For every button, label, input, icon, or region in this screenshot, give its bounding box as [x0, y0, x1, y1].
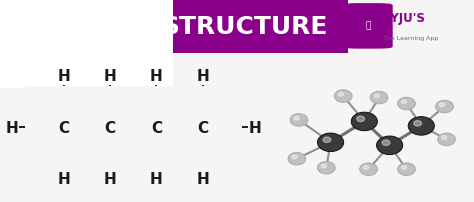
Text: C: C — [105, 120, 116, 135]
Circle shape — [294, 117, 299, 120]
FancyBboxPatch shape — [0, 0, 348, 54]
Text: H: H — [104, 69, 117, 84]
Text: H: H — [5, 120, 18, 135]
Text: H: H — [196, 69, 209, 84]
Circle shape — [398, 98, 415, 110]
Text: H: H — [104, 171, 117, 186]
Circle shape — [318, 162, 335, 174]
Circle shape — [357, 117, 365, 122]
Text: C: C — [58, 120, 70, 135]
FancyBboxPatch shape — [344, 5, 392, 49]
Circle shape — [360, 163, 377, 176]
Circle shape — [441, 136, 447, 140]
Circle shape — [290, 114, 308, 127]
Circle shape — [370, 92, 388, 104]
Text: ⎕: ⎕ — [365, 21, 371, 30]
Text: C: C — [197, 120, 208, 135]
Text: STRUCTURE: STRUCTURE — [161, 15, 328, 39]
Text: H: H — [58, 69, 70, 84]
Text: H: H — [248, 120, 261, 135]
Text: H: H — [150, 171, 163, 186]
Circle shape — [436, 101, 453, 113]
Text: BUTANE: BUTANE — [12, 15, 123, 39]
Circle shape — [398, 163, 415, 176]
Circle shape — [321, 164, 327, 168]
Text: C: C — [151, 120, 162, 135]
Text: The Learning App: The Learning App — [383, 36, 438, 41]
Circle shape — [338, 93, 343, 97]
Text: H: H — [150, 69, 163, 84]
Circle shape — [318, 133, 344, 152]
Circle shape — [438, 133, 456, 146]
Text: H: H — [196, 171, 209, 186]
Circle shape — [374, 95, 379, 98]
Circle shape — [408, 117, 434, 136]
Circle shape — [323, 137, 331, 143]
Circle shape — [288, 153, 306, 165]
Circle shape — [439, 103, 445, 107]
Circle shape — [351, 113, 377, 131]
Circle shape — [364, 166, 369, 169]
Circle shape — [401, 100, 407, 104]
Circle shape — [401, 166, 407, 169]
Circle shape — [376, 136, 403, 155]
Circle shape — [382, 140, 390, 146]
Circle shape — [414, 121, 421, 126]
Circle shape — [292, 155, 297, 159]
Circle shape — [334, 90, 352, 103]
Text: H: H — [58, 171, 70, 186]
Text: BYJU'S: BYJU'S — [383, 12, 426, 25]
